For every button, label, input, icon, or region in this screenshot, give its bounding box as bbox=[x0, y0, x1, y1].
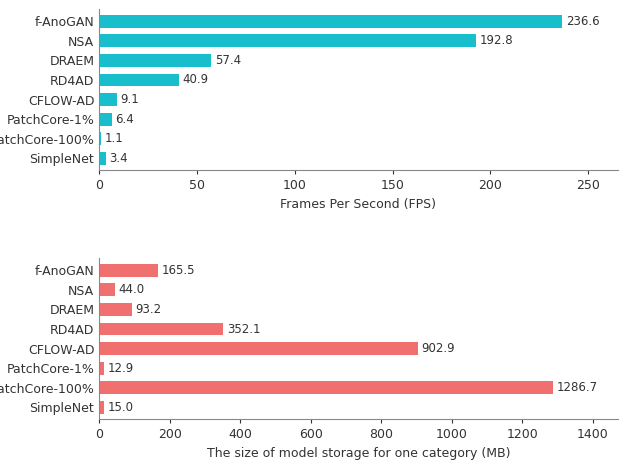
Bar bbox=[99, 15, 562, 27]
Bar bbox=[99, 152, 106, 165]
Text: 12.9: 12.9 bbox=[108, 362, 134, 375]
Bar bbox=[99, 401, 104, 414]
Text: 15.0: 15.0 bbox=[108, 401, 134, 414]
Text: 57.4: 57.4 bbox=[215, 54, 241, 67]
Bar bbox=[99, 303, 132, 316]
Bar bbox=[99, 132, 101, 145]
Text: 93.2: 93.2 bbox=[136, 303, 162, 316]
Bar bbox=[99, 323, 223, 335]
Text: 40.9: 40.9 bbox=[183, 73, 209, 87]
Bar bbox=[99, 382, 553, 394]
Text: 3.4: 3.4 bbox=[109, 152, 128, 165]
Bar bbox=[99, 73, 179, 86]
Text: 9.1: 9.1 bbox=[120, 93, 140, 106]
Bar bbox=[99, 93, 117, 106]
Bar bbox=[99, 113, 112, 126]
Text: 192.8: 192.8 bbox=[480, 34, 514, 47]
Text: 44.0: 44.0 bbox=[118, 284, 145, 296]
Bar bbox=[99, 362, 104, 374]
Text: 1.1: 1.1 bbox=[105, 132, 124, 145]
Text: 352.1: 352.1 bbox=[227, 323, 260, 335]
Bar bbox=[99, 54, 211, 67]
Bar bbox=[99, 342, 418, 355]
Text: 6.4: 6.4 bbox=[115, 113, 134, 126]
Bar bbox=[99, 34, 476, 47]
Bar bbox=[99, 284, 115, 296]
Text: 1286.7: 1286.7 bbox=[557, 382, 598, 394]
X-axis label: The size of model storage for one category (MB): The size of model storage for one catego… bbox=[207, 447, 510, 460]
Text: 165.5: 165.5 bbox=[161, 264, 195, 277]
Bar bbox=[99, 264, 157, 276]
Text: 902.9: 902.9 bbox=[421, 342, 455, 355]
Text: 236.6: 236.6 bbox=[566, 15, 599, 28]
X-axis label: Frames Per Second (FPS): Frames Per Second (FPS) bbox=[280, 198, 436, 211]
